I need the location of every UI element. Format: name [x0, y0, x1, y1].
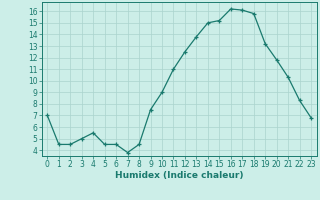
X-axis label: Humidex (Indice chaleur): Humidex (Indice chaleur) [115, 171, 244, 180]
